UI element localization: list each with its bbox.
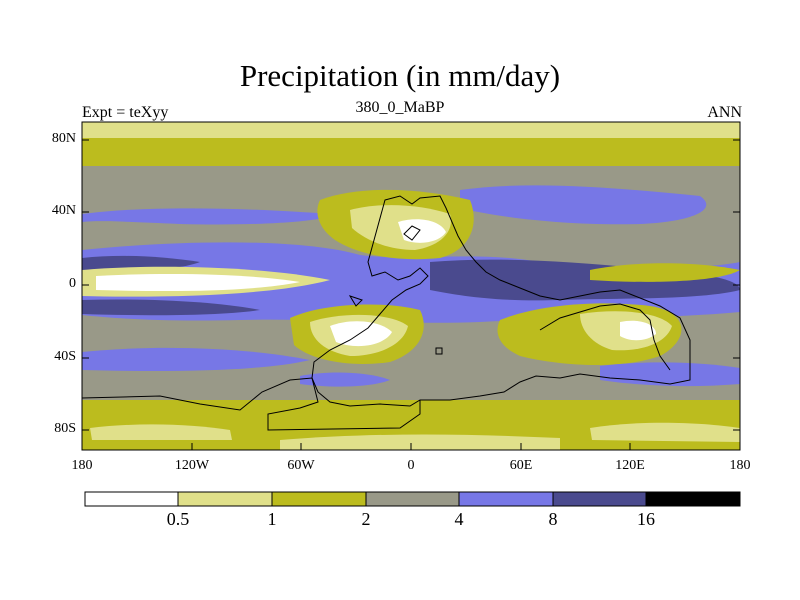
south-dry-patch-central — [280, 434, 560, 450]
colorbar-label-1: 1 — [267, 509, 277, 529]
south-desert-west-core — [330, 321, 392, 347]
north-desert-core — [398, 219, 446, 243]
polar-dry-band-north — [82, 122, 740, 138]
lat-label-40n: 40N — [51, 203, 76, 218]
colorbar-swatch-4 — [366, 492, 459, 506]
arctic-band — [82, 138, 740, 166]
colorbar-swatch-3 — [272, 492, 366, 506]
lat-label-0: 0 — [69, 276, 76, 291]
southern-polar-band — [82, 413, 740, 450]
north-storm-track-east — [460, 185, 707, 225]
colorbar-swatch-7 — [646, 492, 740, 506]
colorbar-swatch-6 — [553, 492, 646, 506]
tropical-heavy-rain-south — [82, 299, 260, 316]
experiment-label: Expt = teXyy — [82, 104, 169, 121]
map-title: Precipitation (in mm/day) — [239, 58, 561, 93]
colorbar-label-8: 8 — [548, 509, 558, 529]
lat-label-80n: 80N — [51, 131, 76, 146]
island-outline — [348, 295, 363, 307]
colorbar-label-2: 2 — [361, 509, 371, 529]
season-label: ANN — [707, 104, 742, 121]
colorbar-swatch-1 — [85, 492, 178, 506]
small-island-outline — [435, 347, 443, 355]
colorbar — [84, 491, 741, 507]
lon-label-180w: 180 — [71, 458, 93, 473]
lon-ticks — [81, 443, 741, 450]
colorbar-label-0.5: 0.5 — [166, 509, 190, 529]
colorbar-swatch-2 — [178, 492, 272, 506]
lon-label-120w: 120W — [174, 458, 210, 473]
equatorial-east-dry-patch — [590, 263, 740, 282]
south-storm-track-east — [600, 362, 740, 387]
period-label: 380_0_MaBP — [355, 99, 445, 116]
lat-ticks — [82, 139, 740, 431]
colorbar-label-16: 16 — [637, 509, 655, 529]
south-dry-patch-east — [590, 422, 740, 442]
south-storm-track-west — [82, 347, 310, 371]
north-lake-outline — [403, 225, 421, 241]
tropical-heavy-rain-east — [430, 259, 740, 301]
south-desert-east-core — [620, 320, 656, 341]
lon-label-60w: 60W — [287, 458, 315, 473]
colorbar-frame — [84, 491, 741, 507]
lon-label-120e: 120E — [615, 458, 645, 473]
lon-label-180e: 180 — [729, 458, 751, 473]
lon-label-60e: 60E — [509, 458, 533, 473]
south-polar-coast — [82, 377, 421, 431]
colorbar-swatch-5 — [459, 492, 553, 506]
north-storm-track-west — [82, 208, 330, 225]
south-dry-patch-west — [90, 424, 232, 440]
map-field — [82, 122, 740, 450]
coastlines — [82, 195, 691, 431]
colorbar-label-4: 4 — [454, 509, 464, 529]
south-storm-track-central — [300, 372, 390, 387]
lat-label-40s: 40S — [54, 349, 76, 364]
equatorial-dry-core — [96, 274, 300, 292]
lon-label-0: 0 — [407, 458, 415, 473]
lat-label-80s: 80S — [54, 421, 76, 436]
gondwana-outline — [311, 195, 691, 407]
equatorial-wet-belt — [82, 242, 740, 323]
east-coast-outline — [539, 303, 671, 371]
